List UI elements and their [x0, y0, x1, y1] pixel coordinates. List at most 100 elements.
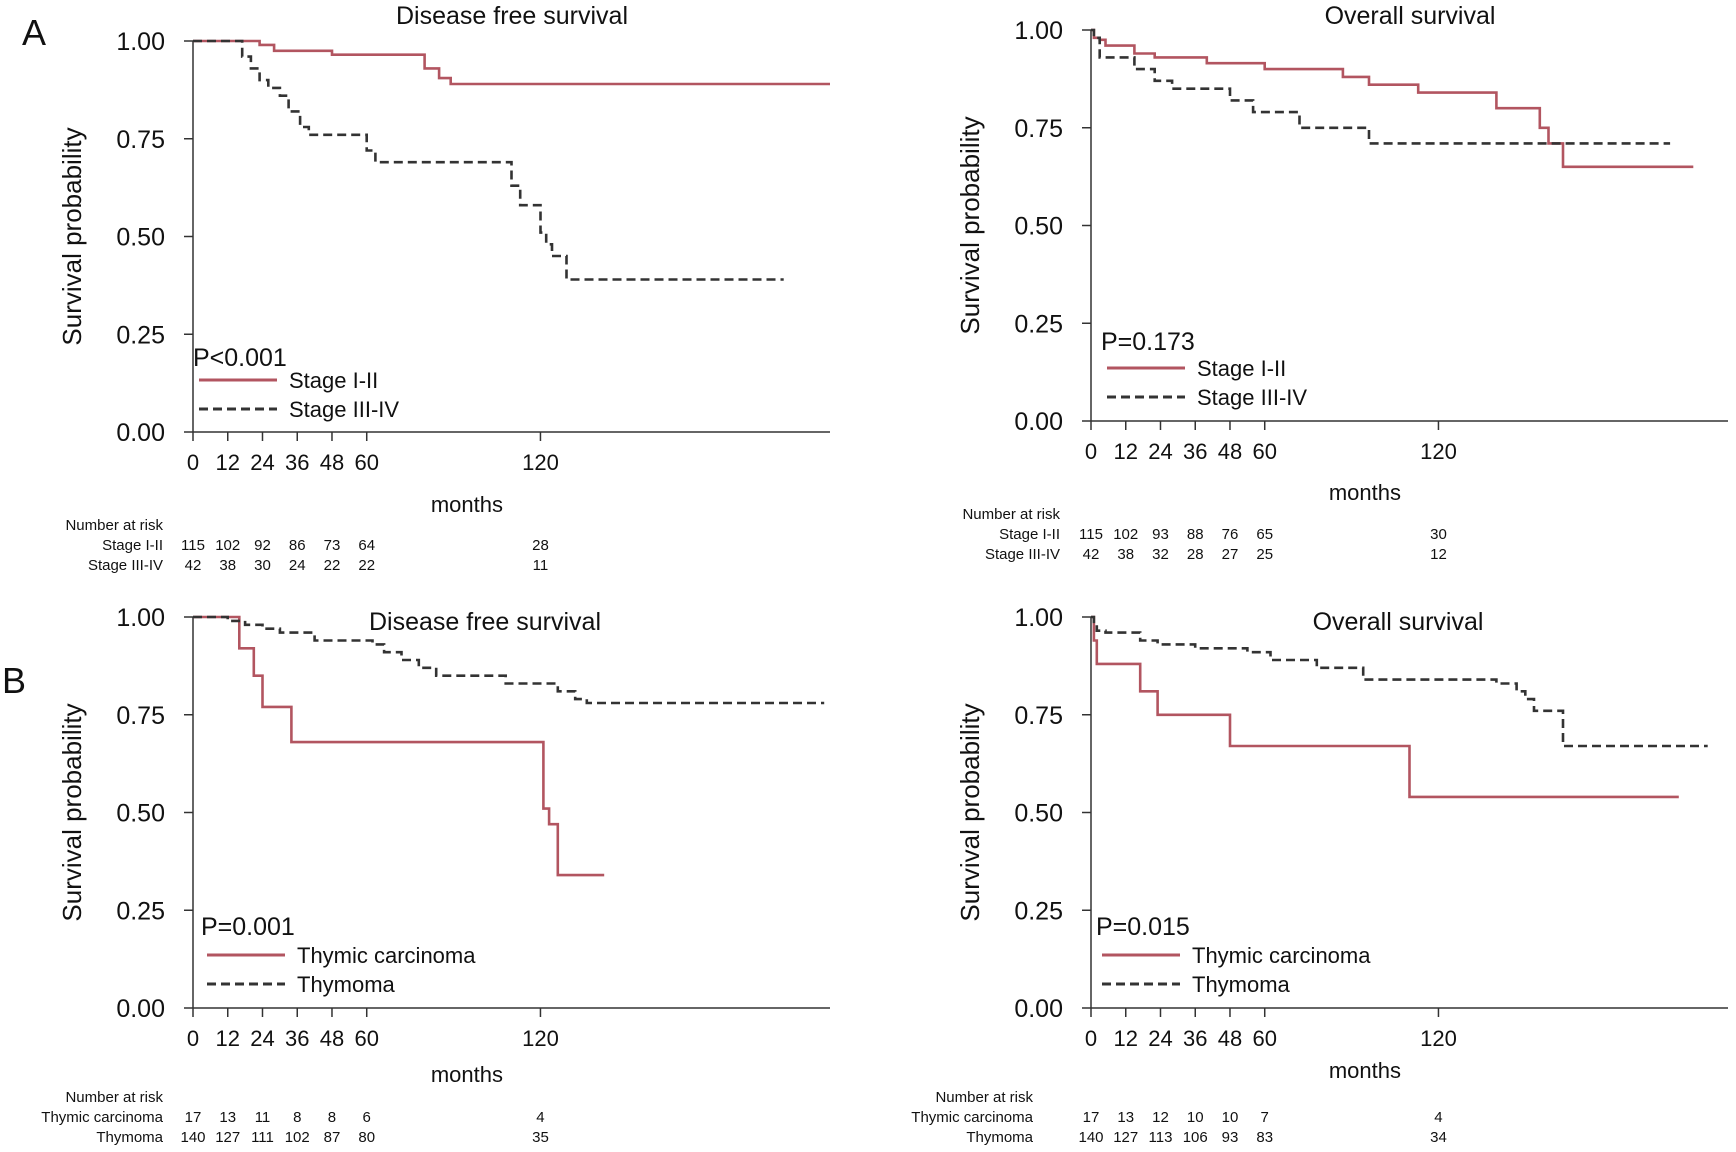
y-axis-label: Survival probability: [57, 127, 87, 345]
y-tick-label: 0.25: [1014, 897, 1063, 925]
y-tick-label: 0.00: [116, 995, 165, 1023]
p-value-annotation: P=0.173: [1101, 328, 1195, 356]
risk-count: 30: [1430, 526, 1447, 543]
risk-row-label: Thymoma: [96, 1129, 163, 1146]
risk-count: 24: [289, 557, 306, 574]
legend-label: Stage I-II: [289, 368, 378, 393]
risk-count: 8: [293, 1109, 301, 1126]
survival-curve-primary: [193, 39, 830, 86]
p-value-annotation: P<0.001: [193, 344, 287, 372]
risk-count: 80: [358, 1129, 375, 1146]
y-tick-label: 0.75: [116, 126, 165, 154]
panel-label-a: A: [22, 12, 46, 53]
risk-table-header: Number at risk: [65, 517, 163, 534]
x-tick-label: 0: [1085, 439, 1097, 464]
chart-title: Disease free survival: [396, 2, 628, 30]
survival-curve-secondary: [193, 615, 825, 705]
survival-curve-secondary: [193, 39, 784, 281]
risk-count: 87: [324, 1129, 341, 1146]
x-tick-label: 120: [1420, 1026, 1457, 1051]
risk-row-label: Stage I-II: [102, 537, 163, 554]
risk-count: 64: [358, 537, 375, 554]
risk-count: 102: [215, 537, 240, 554]
risk-count: 140: [180, 1129, 205, 1146]
risk-count: 38: [1117, 546, 1134, 563]
y-tick-label: 0.25: [116, 897, 165, 925]
risk-count: 10: [1187, 1109, 1204, 1126]
y-tick-label: 0.50: [1014, 800, 1063, 828]
risk-count: 30: [254, 557, 271, 574]
km-panel-2: Overall survival 0.00 0.25 0.50 0.75 1.00 0 12 2…: [955, 2, 1728, 563]
risk-count: 42: [1083, 546, 1100, 563]
risk-count: 106: [1183, 1129, 1208, 1146]
x-tick-label: 120: [1420, 439, 1457, 464]
risk-count: 140: [1078, 1129, 1103, 1146]
x-tick-label: 12: [1114, 439, 1138, 464]
risk-count: 86: [289, 537, 306, 554]
risk-row-label: Stage III-IV: [985, 546, 1060, 563]
km-panel-3: Disease free survival 0.00 0.25 0.50 0.75 1.0…: [41, 604, 830, 1146]
x-tick-label: 48: [1218, 1026, 1242, 1051]
risk-count: 93: [1152, 526, 1169, 543]
legend-label: Stage I-II: [1197, 356, 1286, 381]
survival-curve-primary: [193, 615, 605, 877]
risk-row-label: Thymoma: [966, 1129, 1033, 1146]
risk-count: 34: [1430, 1129, 1447, 1146]
legend-label: Stage III-IV: [1197, 385, 1307, 410]
km-panel-1: Disease free survival 0.00 0.25 0.50 0.75 1.0…: [57, 2, 830, 574]
survival-curve-primary: [1091, 615, 1679, 799]
y-tick-label: 0.50: [1014, 213, 1063, 241]
y-axis-label: Survival probability: [57, 703, 87, 921]
y-tick-label: 1.00: [1014, 17, 1063, 45]
y-tick-label: 0.00: [1014, 995, 1063, 1023]
x-tick-label: 36: [285, 1026, 309, 1051]
risk-count: 102: [285, 1129, 310, 1146]
x-tick-label: 24: [1148, 439, 1172, 464]
risk-count: 17: [1083, 1109, 1100, 1126]
risk-count: 11: [255, 1109, 271, 1126]
risk-count: 28: [532, 537, 549, 554]
risk-count: 32: [1152, 546, 1169, 563]
x-axis-label: months: [431, 492, 503, 517]
y-tick-label: 0.00: [1014, 408, 1063, 436]
x-tick-label: 60: [1252, 1026, 1276, 1051]
y-tick-label: 1.00: [116, 28, 165, 56]
legend-label: Stage III-IV: [289, 397, 399, 422]
x-tick-label: 24: [1148, 1026, 1172, 1051]
x-tick-label: 12: [216, 450, 240, 475]
risk-count: 7: [1261, 1109, 1269, 1126]
survival-curve-secondary: [1091, 615, 1708, 748]
x-tick-label: 12: [1114, 1026, 1138, 1051]
x-tick-label: 36: [1183, 1026, 1207, 1051]
legend-label: Thymoma: [1192, 972, 1291, 997]
y-tick-label: 0.50: [116, 800, 165, 828]
risk-count: 17: [185, 1109, 202, 1126]
km-panel-4: Overall survival 0.00 0.25 0.50 0.75 1.00 0 12 2…: [911, 604, 1728, 1146]
risk-row-label: Stage III-IV: [88, 557, 163, 574]
risk-row-label: Thymic carcinoma: [911, 1109, 1033, 1126]
y-tick-label: 1.00: [1014, 604, 1063, 632]
risk-count: 10: [1222, 1109, 1239, 1126]
x-tick-label: 24: [250, 1026, 274, 1051]
risk-table-header: Number at risk: [962, 506, 1060, 523]
x-tick-label: 60: [354, 450, 378, 475]
panel-label-b: B: [2, 660, 26, 701]
chart-title: Overall survival: [1325, 2, 1496, 30]
risk-count: 4: [536, 1109, 544, 1126]
chart-title: Disease free survival: [369, 608, 601, 636]
risk-count: 127: [1113, 1129, 1138, 1146]
y-tick-label: 0.75: [1014, 115, 1063, 143]
y-tick-label: 0.75: [116, 702, 165, 730]
risk-count: 115: [181, 537, 205, 554]
y-tick-label: 0.75: [1014, 702, 1063, 730]
risk-row-label: Stage I-II: [999, 526, 1060, 543]
risk-count: 127: [215, 1129, 240, 1146]
risk-count: 76: [1222, 526, 1239, 543]
risk-table-header: Number at risk: [935, 1089, 1033, 1106]
risk-count: 27: [1222, 546, 1239, 563]
y-tick-label: 0.50: [116, 224, 165, 252]
risk-count: 111: [251, 1129, 274, 1146]
risk-count: 42: [185, 557, 202, 574]
x-tick-label: 12: [216, 1026, 240, 1051]
legend-label: Thymoma: [297, 972, 396, 997]
